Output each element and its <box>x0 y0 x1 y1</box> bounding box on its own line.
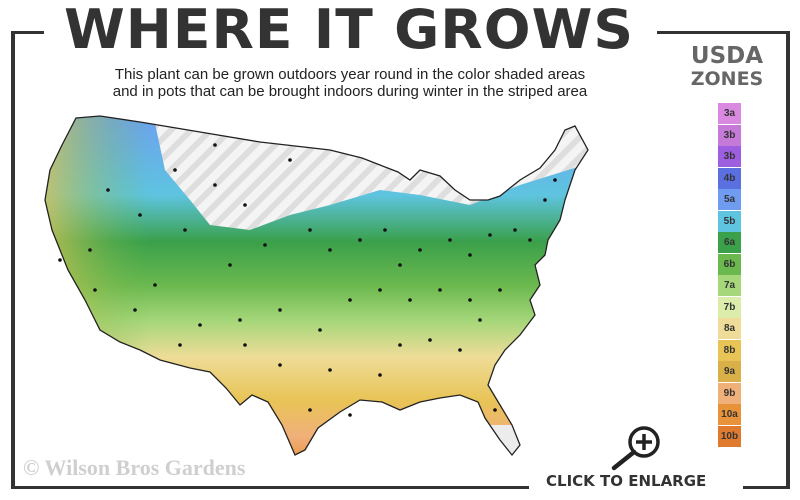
city-dot <box>288 158 292 162</box>
city-dot <box>398 343 402 347</box>
city-dot <box>513 228 517 232</box>
city-dot <box>438 288 442 292</box>
city-dot <box>328 368 332 372</box>
frame-right <box>786 31 790 489</box>
city-dot <box>106 188 110 192</box>
city-dot <box>488 233 492 237</box>
city-dot <box>278 363 282 367</box>
striped-area-florida <box>480 425 540 455</box>
click-to-enlarge-button[interactable]: CLICK TO ENLARGE <box>540 420 740 495</box>
us-outline <box>44 115 589 457</box>
legend-zone-9a: 9a <box>718 361 741 382</box>
legend-zone-6a: 6a <box>718 232 741 253</box>
city-dot <box>153 283 157 287</box>
city-dot <box>228 263 232 267</box>
frame-bottom-right <box>743 486 790 489</box>
city-dot <box>178 343 182 347</box>
city-dot <box>263 243 267 247</box>
legend-zone-8b: 8b <box>718 339 741 361</box>
city-dot <box>378 288 382 292</box>
city-dot <box>358 238 362 242</box>
city-dot <box>553 178 557 182</box>
legend-zone-4b: 4b <box>718 167 741 189</box>
legend-zone-5a: 5a <box>718 189 741 210</box>
frame-bottom-left <box>11 486 529 489</box>
city-dot <box>58 258 62 262</box>
subtitle: This plant can be grown outdoors year ro… <box>40 66 660 100</box>
city-dot <box>448 238 452 242</box>
city-dot <box>308 228 312 232</box>
city-dot <box>408 298 412 302</box>
zoom-in-icon <box>611 426 660 471</box>
legend-title-line-2: ZONES <box>690 68 764 90</box>
legend-zone-7b: 7b <box>718 296 741 318</box>
legend-zone-10a: 10a <box>718 404 741 425</box>
legend-zone-3a: 3a <box>718 103 741 124</box>
city-dot <box>498 288 502 292</box>
city-dot <box>378 373 382 377</box>
city-dot <box>213 183 217 187</box>
city-dot <box>238 318 242 322</box>
city-dot <box>198 323 202 327</box>
city-dot <box>308 408 312 412</box>
frame-top-left <box>11 31 44 34</box>
legend-title-line-1: USDA <box>690 43 764 69</box>
city-dot <box>328 248 332 252</box>
city-dot <box>543 198 547 202</box>
city-dot <box>348 298 352 302</box>
legend-zone-8a: 8a <box>718 318 741 339</box>
legend-zone-9b: 9b <box>718 382 741 404</box>
frame-left <box>11 31 15 489</box>
city-dot <box>458 348 462 352</box>
city-dot <box>468 298 472 302</box>
city-dot <box>528 238 532 242</box>
city-dot <box>138 213 142 217</box>
city-dot <box>213 143 217 147</box>
subtitle-line-1: This plant can be grown outdoors year ro… <box>114 66 586 83</box>
city-dot <box>398 263 402 267</box>
legend-title: USDA ZONES <box>672 43 782 90</box>
legend-zone-3b: 3b <box>718 124 741 146</box>
city-dot <box>243 203 247 207</box>
city-dot <box>318 328 322 332</box>
city-dots <box>58 143 557 417</box>
city-dot <box>418 248 422 252</box>
city-dot <box>468 253 472 257</box>
legend-zone-10b: 10b <box>718 425 741 447</box>
city-dot <box>348 413 352 417</box>
page-title: WHERE IT GROWS <box>63 0 635 61</box>
city-dot <box>278 308 282 312</box>
city-dot <box>183 228 187 232</box>
city-dot <box>88 248 92 252</box>
watermark: © Wilson Bros Gardens <box>23 455 246 480</box>
legend-zone-7a: 7a <box>718 275 741 296</box>
city-dot <box>428 338 432 342</box>
zone-legend: 3a 3b 3b 4b 5a 5b 6a 6b 7a 7b 8a 8b 9a 9b 10a 10b <box>718 103 741 447</box>
city-dot <box>478 318 482 322</box>
subtitle-line-2: and in pots that can be brought indoors … <box>112 83 588 100</box>
city-dot <box>383 228 387 232</box>
city-dot <box>243 343 247 347</box>
city-dot <box>173 168 177 172</box>
city-dot <box>133 308 137 312</box>
frame-top-right <box>657 31 790 34</box>
legend-zone-6b: 6b <box>718 253 741 275</box>
legend-zone-3b: 3b <box>718 146 741 167</box>
enlarge-label: CLICK TO ENLARGE <box>546 472 707 490</box>
city-dot <box>493 408 497 412</box>
city-dot <box>93 288 97 292</box>
legend-zone-5b: 5b <box>718 210 741 232</box>
